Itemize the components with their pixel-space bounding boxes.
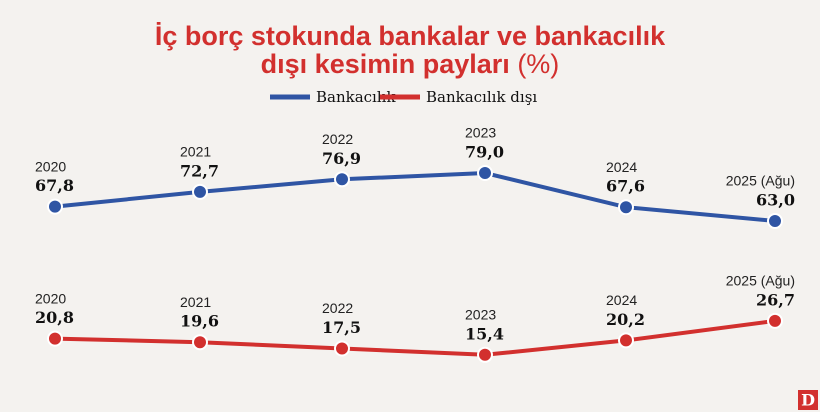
data-point	[477, 165, 493, 181]
value-label: 79,0	[465, 143, 504, 162]
chart-title-line: dışı kesimin payları	[261, 49, 510, 79]
value-label: 15,4	[465, 324, 504, 343]
value-label: 26,7	[756, 290, 795, 309]
year-label: 2023	[465, 125, 496, 141]
data-point	[192, 183, 208, 200]
data-point	[334, 340, 350, 357]
year-label: 2022	[322, 300, 353, 316]
value-label: 67,8	[35, 176, 74, 195]
chart-title: dışı kesimin payları (%)	[261, 49, 560, 79]
legend-label: Bankacılık dışı	[426, 88, 537, 106]
year-label: 2021	[180, 144, 211, 160]
logo: D	[801, 391, 815, 410]
year-label: 2020	[35, 290, 66, 306]
value-label: 19,6	[180, 312, 219, 331]
year-label: 2024	[606, 159, 637, 175]
value-label: 76,9	[322, 149, 361, 168]
year-label: 2025 (Ağu)	[726, 173, 795, 189]
value-label: 63,0	[756, 191, 795, 210]
year-label: 2022	[322, 131, 353, 147]
data-point	[192, 334, 208, 351]
chart-title: İç borç stokunda bankalar ve bankacılık	[155, 21, 666, 51]
chart-title-unit: (%)	[517, 49, 559, 79]
data-point	[477, 346, 493, 363]
year-label: 2024	[606, 292, 637, 308]
logo-box	[798, 390, 818, 410]
data-point	[767, 312, 783, 329]
year-label: 2020	[35, 158, 66, 174]
legend-label: Bankacılık	[316, 88, 396, 106]
value-label: 17,5	[322, 318, 361, 337]
year-label: 2021	[180, 294, 211, 310]
data-point	[334, 171, 350, 188]
data-point	[47, 198, 63, 215]
series-line	[54, 170, 776, 223]
data-point	[767, 213, 783, 229]
series-line	[54, 318, 776, 357]
value-label: 72,7	[180, 161, 219, 180]
value-label: 67,6	[606, 177, 645, 196]
value-label: 20,2	[606, 310, 645, 329]
legend: Bankacılık Bankacılık dışı	[270, 88, 537, 106]
data-point	[618, 332, 634, 349]
value-label: 20,8	[35, 308, 74, 327]
year-label: 2023	[465, 307, 496, 323]
data-point	[618, 199, 634, 216]
year-label: 2025 (Ağu)	[726, 273, 795, 289]
data-point	[47, 330, 63, 347]
